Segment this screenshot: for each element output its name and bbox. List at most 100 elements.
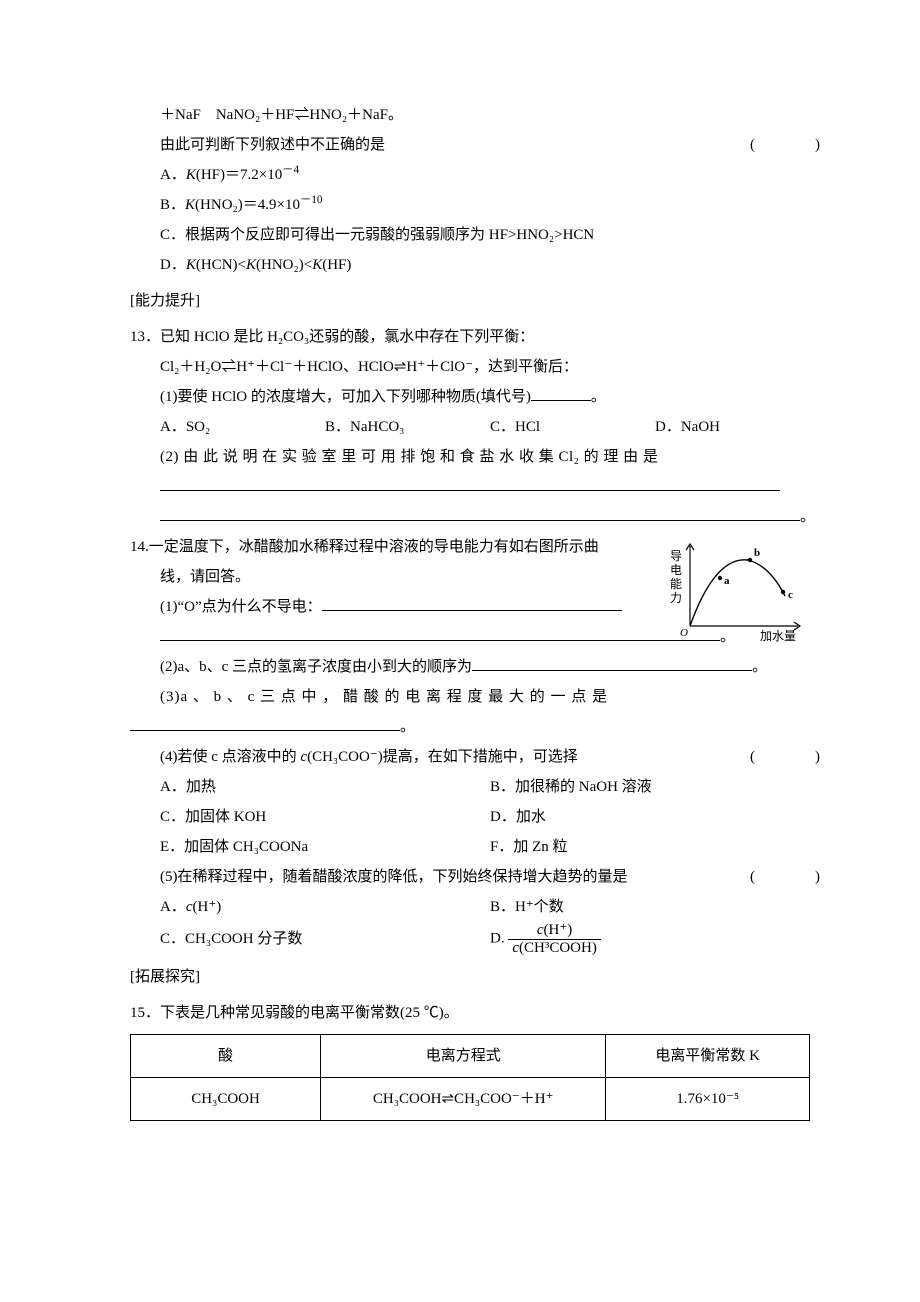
q12-optB-k: K [185, 197, 195, 213]
q14-optF: F．加 Zn 粒 [490, 832, 820, 862]
section-ability: [能力提升] [130, 286, 820, 316]
section-extend: [拓展探究] [130, 962, 820, 992]
q13-p2-blank2: 。 [160, 502, 820, 532]
q15-stem: 15．下表是几种常见弱酸的电离平衡常数(25 ℃)。 [130, 998, 820, 1028]
q12-stem2-text: 由此可判断下列叙述中不正确的是 [160, 137, 385, 153]
q15-r1-acid: CH₃COOH [131, 1078, 321, 1121]
q12-optD-k1: K [186, 257, 196, 273]
q14-p4-text2: (CH₃COO⁻)提高，在如下措施中，可选择 [307, 749, 578, 765]
q15-r1-k: 1.76×10⁻⁵ [606, 1078, 810, 1121]
q14-opt5B: B．H⁺个数 [490, 892, 820, 922]
chart-ylabel-1: 导 [670, 549, 682, 563]
q13-p2: (2) 由 此 说 明 在 实 验 室 里 可 用 排 饱 和 食 盐 水 收 … [160, 442, 820, 472]
paren-close: ) [815, 137, 820, 153]
q13-optA: A．SO₂ [160, 412, 325, 442]
q12-optA-exp: －4 [282, 164, 299, 176]
q14-optD: D．加水 [490, 802, 820, 832]
chart-label-a: a [724, 575, 730, 587]
q12-optD-k2: K [246, 257, 256, 273]
q15-table: 酸 电离方程式 电离平衡常数 K CH₃COOH CH₃COOH⇌CH₃COO⁻… [130, 1034, 810, 1121]
q14-opt5A: A．c(H⁺) [160, 892, 490, 922]
q13-p1-post: 。 [591, 389, 606, 405]
q13-optD: D．NaOH [655, 412, 820, 442]
chart-label-c: c [788, 589, 793, 601]
q12-reactions: ＋NaF NaNO₂＋HF⇌HNO₂＋NaF。 [160, 100, 820, 130]
paren-close-3: ) [815, 869, 820, 885]
q14-p4-paren: ( ) [750, 742, 820, 772]
q14-optE: E．加固体 CH₃COONa [160, 832, 490, 862]
q14-p4-opts-row1: A．加热 B．加很稀的 NaOH 溶液 [160, 772, 820, 802]
chart-label-b: b [754, 547, 760, 559]
q12-optD-p3: (HF) [322, 257, 351, 273]
q14-optB: B．加很稀的 NaOH 溶液 [490, 772, 820, 802]
q13-p2-blank1 [160, 472, 820, 502]
chart-origin: O [680, 627, 688, 639]
q13-eq: Cl₂＋H₂O⇌H⁺＋Cl⁻＋HClO、HClO⇌H⁺＋ClO⁻，达到平衡后： [160, 352, 820, 382]
q14-p2-text: (2)a、b、c 三点的氢离子浓度由小到大的顺序为 [160, 659, 472, 675]
q12-optA: A．K(HF)＝7.2×10－4 [160, 160, 820, 190]
frac-num-c: c [537, 922, 544, 938]
frac-den-c: c [512, 940, 519, 956]
q14-p5-opts-row1: A．c(H⁺) B．H⁺个数 [160, 892, 820, 922]
q14-p1-text: (1)“O”点为什么不导电： [160, 599, 322, 615]
q14-p5-opts-row2: C．CH₃COOH 分子数 D. c(H⁺) c(CH³COOH) [160, 922, 820, 956]
q12-answer-paren: ( ) [750, 130, 820, 160]
q14-p3-end: 。 [400, 719, 415, 735]
q12-optA-post: (HF)＝7.2×10 [196, 167, 282, 183]
chart-ylabel-3: 能 [670, 577, 682, 591]
q14-optC: C．加固体 KOH [160, 802, 490, 832]
q12-optA-pre: A． [160, 167, 186, 183]
q12-optB-exp: －10 [300, 194, 323, 206]
q12-optB-pre: B． [160, 197, 185, 213]
q14-opt5A-pre: A． [160, 899, 186, 915]
q13-optC: C．HCl [490, 412, 655, 442]
q14-p3: (3)a 、 b 、 c 三 点 中 ， 醋 酸 的 电 离 程 度 最 大 的… [160, 682, 820, 712]
q12-optD: D．K(HCN)<K(HNO₂)<K(HF) [160, 250, 820, 280]
q14-p2: (2)a、b、c 三点的氢离子浓度由小到大的顺序为 。 [160, 652, 820, 682]
q14-opt5D-frac: c(H⁺) c(CH³COOH) [508, 922, 601, 956]
q13-optB: B．NaHCO₃ [325, 412, 490, 442]
frac-num-t: (H⁺) [544, 922, 573, 938]
q14-p2-end: 。 [752, 659, 767, 675]
paren-close-2: ) [815, 749, 820, 765]
q15-r1-eqn: CH₃COOH⇌CH₃COO⁻＋H⁺ [321, 1078, 606, 1121]
q14-p5-text: (5)在稀释过程中，随着醋酸浓度的降低，下列始终保持增大趋势的量是 [160, 869, 628, 885]
q14-opt5C: C．CH₃COOH 分子数 [160, 924, 490, 954]
q13-p1-text: (1)要使 HClO 的浓度增大，可加入下列哪种物质(填代号) [160, 389, 531, 405]
q12-optB: B．K(HNO₂)＝4.9×10－10 [160, 190, 820, 220]
q12-optD-p2: (HNO₂)< [256, 257, 312, 273]
q14-p1-blank [322, 594, 622, 612]
q13-stem1: 13．已知 HClO 是比 H₂CO₃还弱的酸，氯水中存在下列平衡： [130, 322, 820, 352]
q14-opt5D: D. c(H⁺) c(CH³COOH) [490, 922, 820, 956]
q14-stem: 14.一定温度下，冰醋酸加水稀释过程中溶液的导电能力有如右图所示曲 [130, 532, 630, 562]
q14-chart: a b c O 导 电 能 力 加水量 [670, 536, 810, 646]
q14-p5-paren: ( ) [750, 862, 820, 892]
table-header-row: 酸 电离方程式 电离平衡常数 K [131, 1035, 810, 1078]
q15-h2: 电离方程式 [321, 1035, 606, 1078]
q12-optD-k3: K [312, 257, 322, 273]
q13-options: A．SO₂ B．NaHCO₃ C．HCl D．NaOH [160, 412, 820, 442]
chart-xlabel: 加水量 [760, 629, 796, 643]
chart-ylabel-4: 力 [670, 591, 682, 605]
chart-ylabel-2: 电 [670, 563, 682, 577]
q12-optB-post: (HNO₂)＝4.9×10 [195, 197, 300, 213]
q14-opt5A-post: (H⁺) [193, 899, 222, 915]
q15-h3: 电离平衡常数 K [606, 1035, 810, 1078]
q14-opt5A-c: c [186, 899, 193, 915]
q14-p1: (1)“O”点为什么不导电： [160, 592, 660, 622]
q14-p3-blank: 。 [130, 712, 820, 742]
q14-p4: (4)若使 c 点溶液中的 c(CH₃COO⁻)提高，在如下措施中，可选择 ( … [160, 742, 820, 772]
q13-p1: (1)要使 HClO 的浓度增大，可加入下列哪种物质(填代号) 。 [160, 382, 820, 412]
q14-opt5D-pre: D. [490, 930, 505, 946]
q14-p4-opts-row3: E．加固体 CH₃COONa F．加 Zn 粒 [160, 832, 820, 862]
q12-optC: C．根据两个反应即可得出一元弱酸的强弱顺序为 HF>HNO₂>HCN [160, 220, 820, 250]
table-row: CH₃COOH CH₃COOH⇌CH₃COO⁻＋H⁺ 1.76×10⁻⁵ [131, 1078, 810, 1121]
q12-optA-k: K [186, 167, 196, 183]
q14-p4-opts-row2: C．加固体 KOH D．加水 [160, 802, 820, 832]
frac-den-t: (CH³COOH) [519, 940, 597, 956]
q14-p4-text1: (4)若使 c 点溶液中的 [160, 749, 300, 765]
q14-p5: (5)在稀释过程中，随着醋酸浓度的降低，下列始终保持增大趋势的量是 ( ) [160, 862, 820, 892]
q13-p1-blank [531, 384, 591, 402]
q12-optD-p1: (HCN)< [196, 257, 246, 273]
q14-optA: A．加热 [160, 772, 490, 802]
